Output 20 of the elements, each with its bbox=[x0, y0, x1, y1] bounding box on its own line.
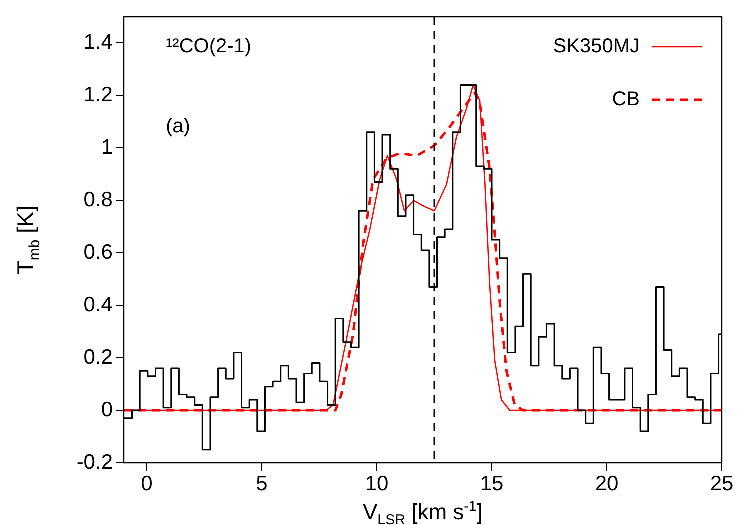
x-axis-title: V$_{LSR}$ [km s$^{-1}$] bbox=[362, 498, 484, 525]
x-tick-label: 0 bbox=[141, 472, 153, 496]
y-tick-label: 1 bbox=[101, 136, 113, 159]
y-tick-label: 1.4 bbox=[84, 31, 114, 54]
annotation: ¹²CO(2-1) bbox=[166, 36, 252, 58]
y-tick-label: -0.2 bbox=[76, 450, 113, 474]
annotation: (a) bbox=[166, 116, 190, 138]
y-tick-label: 0.8 bbox=[84, 188, 113, 212]
legend-label: SK350MJ bbox=[553, 36, 640, 58]
legend-label: CB bbox=[612, 88, 640, 111]
y-tick-label: 1.2 bbox=[84, 84, 113, 107]
y-tick-label: 0 bbox=[101, 398, 113, 422]
y-tick-label: 0.2 bbox=[84, 346, 113, 369]
x-tick-label: 10 bbox=[365, 472, 389, 496]
x-tick-label: 20 bbox=[595, 472, 619, 496]
y-tick-label: 0.6 bbox=[84, 240, 113, 264]
x-tick-label: 25 bbox=[710, 472, 734, 496]
x-tick-label: 15 bbox=[480, 472, 504, 496]
y-tick-label: 0.4 bbox=[84, 293, 114, 316]
x-tick-label: 5 bbox=[256, 472, 268, 496]
